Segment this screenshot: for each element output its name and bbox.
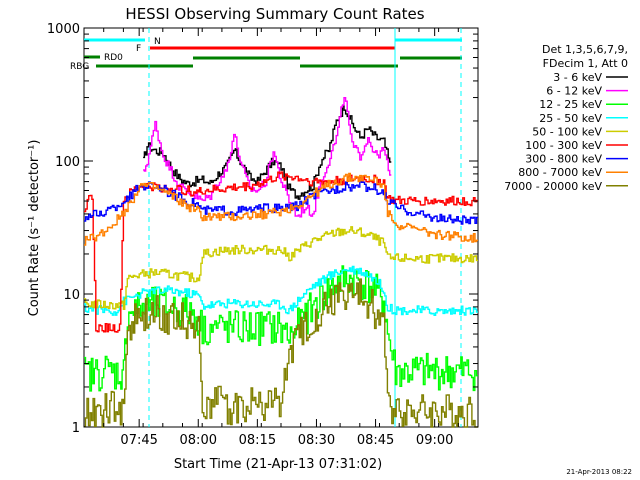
x-tick-label: 08:00 [180, 433, 217, 448]
series-line-2 [84, 265, 478, 392]
timestamp: 21-Apr-2013 08:22 [566, 468, 632, 476]
x-tick-label: 08:45 [357, 433, 394, 448]
series-line-3 [84, 265, 478, 316]
legend-entry-label: 7000 - 20000 keV [504, 180, 602, 193]
legend-header-line1: Det 1,3,5,6,7,9, [542, 43, 628, 56]
flag-bars: N F RD0 RBG [70, 37, 462, 72]
y-tick-label: 1000 [47, 22, 80, 37]
x-axis-label: Start Time (21-Apr-13 07:31:02) [174, 457, 382, 472]
legend-entry-label: 12 - 25 keV [539, 98, 602, 111]
legend-entry-label: 50 - 100 keV [532, 125, 602, 138]
y-tick-label: 1 [72, 421, 80, 436]
legend-entry-label: 100 - 300 keV [525, 139, 602, 152]
flag-f-label: F [136, 44, 141, 54]
axis-ticks: 07:45 08:00 08:15 08:30 08:45 09:00 1 10 100 1000 [47, 22, 479, 448]
legend-entry-label: 6 - 12 keV [546, 85, 602, 98]
series-line-1 [143, 97, 392, 218]
legend-entry-label: 800 - 7000 keV [518, 166, 602, 179]
y-tick-label: 100 [55, 155, 80, 170]
legend-entry-label: 3 - 6 keV [553, 71, 602, 84]
y-axis-label: Count Rate (s⁻¹ detector⁻¹) [27, 140, 42, 317]
legend-header-line2: FDecim 1, Att 0 [543, 57, 628, 70]
y-tick-label: 10 [63, 288, 80, 303]
legend-entry-label: 300 - 800 keV [525, 153, 602, 166]
chart-title: HESSI Observing Summary Count Rates [125, 5, 424, 23]
legend-entry-label: 25 - 50 keV [539, 112, 602, 125]
flag-n-label: N [154, 37, 161, 47]
series-line-0 [143, 105, 392, 200]
series-line-4 [84, 226, 478, 310]
series-line-8 [84, 278, 478, 428]
x-tick-label: 07:45 [120, 433, 157, 448]
x-tick-label: 08:15 [239, 433, 276, 448]
flag-rbg-label: RBG [70, 62, 89, 72]
flag-rdo-label: RD0 [104, 53, 123, 63]
x-tick-label: 09:00 [416, 433, 453, 448]
legend: Det 1,3,5,6,7,9, FDecim 1, Att 0 3 - 6 k… [504, 43, 628, 193]
series-layer [84, 97, 478, 428]
series-line-7 [84, 172, 478, 246]
x-tick-label: 08:30 [298, 433, 335, 448]
